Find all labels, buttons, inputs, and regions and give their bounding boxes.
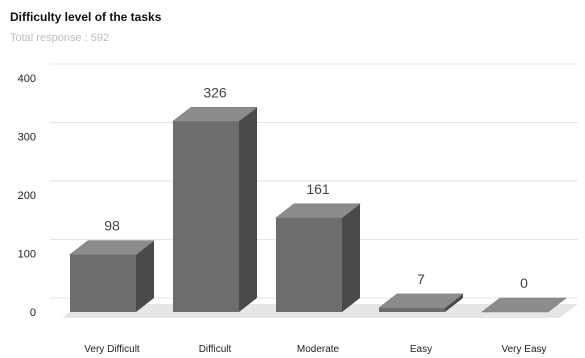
- bar-side: [342, 203, 360, 312]
- bar-top: [481, 297, 567, 313]
- category-label: Very Easy: [501, 344, 546, 355]
- y-tick-label: 0: [30, 307, 36, 319]
- y-tick-label: 100: [18, 249, 36, 261]
- bar-top: [378, 293, 464, 309]
- data-label: 0: [520, 275, 528, 291]
- bar-front: [173, 121, 239, 312]
- bar-top: [69, 240, 155, 255]
- category-label: Very Difficult: [84, 344, 140, 355]
- bar-front: [379, 307, 445, 312]
- category-label: Difficult: [199, 344, 232, 355]
- category-label: Easy: [410, 344, 432, 355]
- bar-side: [136, 240, 154, 312]
- data-label: 161: [306, 181, 330, 197]
- y-tick-label: 200: [18, 190, 36, 202]
- bar-side: [445, 293, 463, 312]
- data-label: 326: [203, 84, 227, 100]
- bar-side: [239, 107, 257, 312]
- chart-title: Difficulty level of the tasks: [10, 10, 162, 24]
- data-label: 98: [104, 218, 120, 234]
- data-label: 7: [417, 271, 425, 287]
- bar-top: [275, 203, 361, 219]
- bar-front: [70, 254, 136, 312]
- bar-front: [276, 217, 342, 312]
- y-tick-label: 300: [18, 132, 36, 144]
- category-label: Moderate: [297, 344, 340, 355]
- y-tick-label: 400: [18, 73, 36, 85]
- chart-subtitle: Total response : 592: [10, 32, 110, 44]
- bar-top: [172, 106, 258, 122]
